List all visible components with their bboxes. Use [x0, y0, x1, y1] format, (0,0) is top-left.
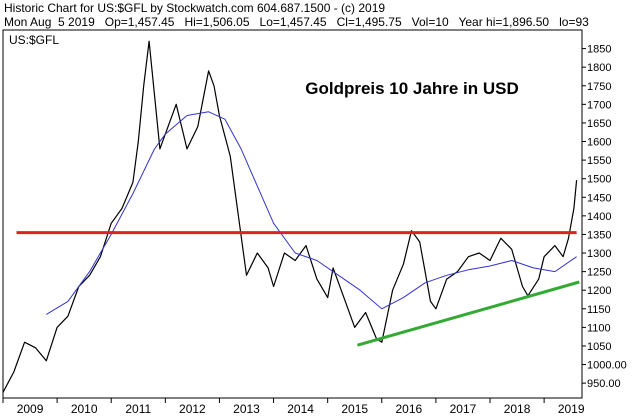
chart-header-line-1: Historic Chart for US:$GFL by Stockwatch… — [4, 1, 386, 15]
y-tick-label: 1800 — [587, 62, 611, 74]
y-tick-label: 1600 — [587, 137, 611, 149]
plot-frame — [2, 29, 583, 399]
y-tick-label: 1150 — [587, 304, 611, 316]
y-tick-label: 1200 — [587, 285, 611, 297]
y-tick-label: 1000.00 — [587, 360, 627, 372]
x-tick-label: 2016 — [395, 402, 422, 416]
x-tick-label: 2012 — [179, 402, 206, 416]
x-tick-label: 2010 — [71, 402, 98, 416]
y-tick-label: 1100 — [587, 322, 611, 334]
y-tick-label: 1700 — [587, 99, 611, 111]
moving-average-line — [46, 111, 577, 315]
chart-title: Goldpreis 10 Jahre in USD — [305, 79, 519, 98]
x-tick-label: 2017 — [450, 402, 477, 416]
y-tick-label: 1550 — [587, 155, 611, 167]
x-tick-label: 2013 — [233, 402, 260, 416]
y-tick-label: 1350 — [587, 229, 611, 241]
y-tick-label: 950.00 — [587, 378, 621, 390]
y-tick-label: 1850 — [587, 44, 611, 56]
x-tick-label: 2011 — [125, 402, 151, 416]
y-tick-label: 1750 — [587, 81, 611, 93]
y-tick-label: 1250 — [587, 267, 611, 279]
x-tick-label: 2009 — [17, 402, 44, 416]
x-tick-label: 2015 — [341, 402, 368, 416]
x-tick-label: 2018 — [504, 402, 531, 416]
x-tick-label: 2019 — [558, 402, 585, 416]
y-tick-label: 1450 — [587, 192, 611, 204]
symbol-label: US:$GFL — [9, 33, 59, 47]
trend-line-line — [356, 280, 580, 347]
price-line — [2, 40, 578, 393]
chart-header-line-2: Mon Aug 5 2019 Op=1,457.45 Hi=1,506.05 L… — [4, 15, 589, 29]
y-tick-label: 1300 — [587, 248, 611, 260]
y-tick-label: 1650 — [587, 118, 611, 130]
x-tick-label: 2014 — [287, 402, 314, 416]
y-tick-label: 1400 — [587, 211, 611, 223]
y-tick-label: 1050 — [587, 341, 611, 353]
y-tick-label: 1500 — [587, 174, 611, 186]
